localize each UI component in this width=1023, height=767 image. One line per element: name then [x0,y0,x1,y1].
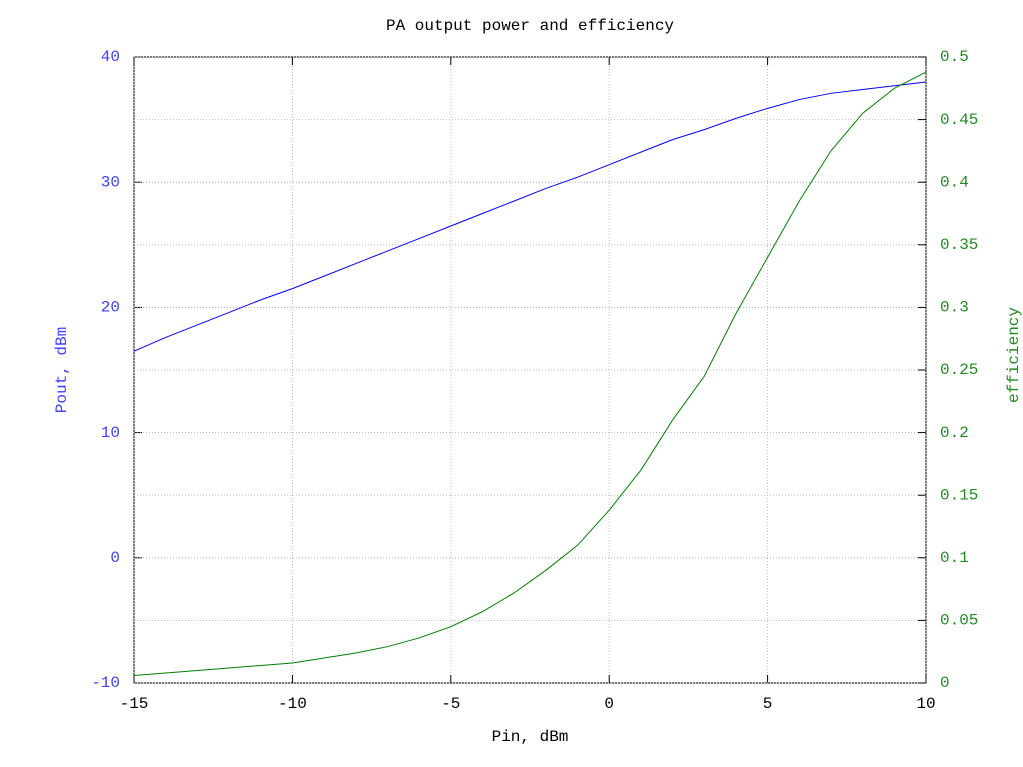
y2-tick-label: 0.3 [940,299,969,317]
y-tick-label: 40 [101,48,120,66]
y2-tick-label: 0.15 [940,486,978,504]
y2-tick-label: 0.35 [940,236,978,254]
y-tick-label: -10 [91,674,120,692]
y-tick-label: 0 [110,549,120,567]
y2-tick-label: 0.1 [940,549,969,567]
y2-tick-label: 0.2 [940,424,969,442]
x-tick-label: 0 [604,695,614,713]
y2-tick-label: 0.4 [940,173,969,191]
x-tick-label: 5 [763,695,773,713]
x-axis-label: Pin, dBm [492,728,569,746]
y2-tick-label: 0 [940,674,950,692]
y2-tick-label: 0.05 [940,612,978,630]
y2-tick-label: 0.45 [940,111,978,129]
y2-tick-label: 0.25 [940,361,978,379]
chart-title: PA output power and efficiency [386,17,674,35]
data-line [133,71,927,676]
x-tick-label: 10 [916,695,935,713]
y-axis-label: Pout, dBm [53,327,71,413]
y2-tick-label: 0.5 [940,48,969,66]
x-tick-label: -15 [120,695,149,713]
y2-axis-label: efficiency [1005,307,1023,403]
y-tick-label: 20 [101,299,120,317]
data-line [133,81,927,352]
y-tick-label: 30 [101,173,120,191]
y-tick-label: 10 [101,424,120,442]
x-tick-label: -10 [278,695,307,713]
x-tick-label: -5 [441,695,460,713]
